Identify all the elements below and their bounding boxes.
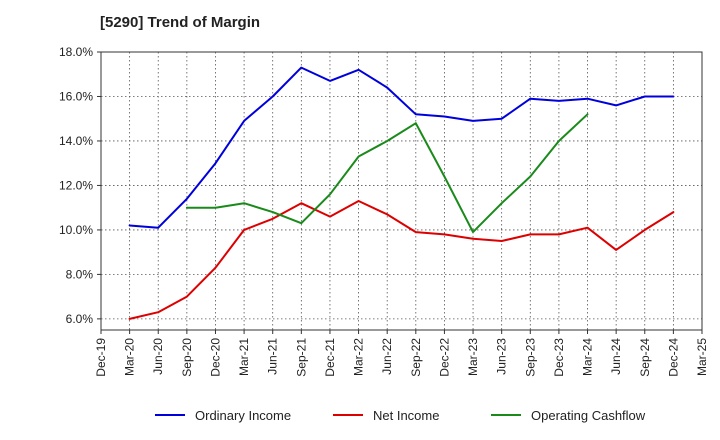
x-tick-label: Jun-23 bbox=[495, 338, 509, 375]
x-tick-label: Mar-23 bbox=[466, 338, 480, 376]
x-tick-label: Mar-21 bbox=[237, 338, 251, 376]
x-tick-label: Jun-21 bbox=[266, 338, 280, 375]
x-tick-label: Sep-21 bbox=[294, 338, 308, 377]
x-tick-label: Sep-24 bbox=[638, 338, 652, 377]
x-tick-label: Dec-24 bbox=[666, 338, 680, 377]
x-tick-label: Dec-19 bbox=[94, 338, 108, 377]
x-tick-label: Jun-24 bbox=[609, 338, 623, 375]
x-tick-label: Mar-25 bbox=[695, 338, 709, 376]
series-line-net-income bbox=[128, 200, 675, 320]
x-tick-label: Jun-20 bbox=[151, 338, 165, 375]
grid-layer bbox=[101, 52, 702, 330]
x-tick-label: Sep-20 bbox=[180, 338, 194, 377]
plot-frame bbox=[100, 51, 703, 331]
legend-label: Operating Cashflow bbox=[531, 408, 646, 423]
x-tick-label: Sep-23 bbox=[523, 338, 537, 377]
y-tick-label: 6.0% bbox=[66, 312, 94, 326]
x-tick-label: Dec-22 bbox=[437, 338, 451, 377]
legend-label: Ordinary Income bbox=[195, 408, 291, 423]
y-tick-label: 18.0% bbox=[59, 45, 93, 59]
x-tick-label: Dec-23 bbox=[552, 338, 566, 377]
legend-layer: Ordinary Income Net Income Operating Cashf… bbox=[155, 408, 646, 423]
series-line-ordinary-income bbox=[128, 66, 675, 229]
y-tick-label: 16.0% bbox=[59, 89, 93, 103]
x-tick-label: Mar-20 bbox=[123, 338, 137, 376]
x-tick-label: Dec-21 bbox=[323, 338, 337, 377]
y-tick-label: 14.0% bbox=[59, 134, 93, 148]
y-tick-label: 8.0% bbox=[66, 267, 94, 281]
x-tick-label: Mar-22 bbox=[352, 338, 366, 376]
y-tick-label: 12.0% bbox=[59, 178, 93, 192]
x-tick-label: Mar-24 bbox=[581, 338, 595, 376]
series-line-operating-cashflow bbox=[185, 113, 589, 234]
legend-label: Net Income bbox=[373, 408, 439, 423]
y-tick-label: 10.0% bbox=[59, 223, 93, 237]
axis-layer: Dec-19 Mar-20 Jun-20 Sep-20 Dec-20 Mar-21 Jun-… bbox=[59, 45, 709, 377]
x-tick-label: Jun-22 bbox=[380, 338, 394, 375]
x-tick-label: Dec-20 bbox=[208, 338, 222, 377]
chart-title: [5290] Trend of Margin bbox=[100, 14, 261, 31]
series-layer bbox=[128, 66, 675, 320]
x-tick-label: Sep-22 bbox=[409, 338, 423, 377]
